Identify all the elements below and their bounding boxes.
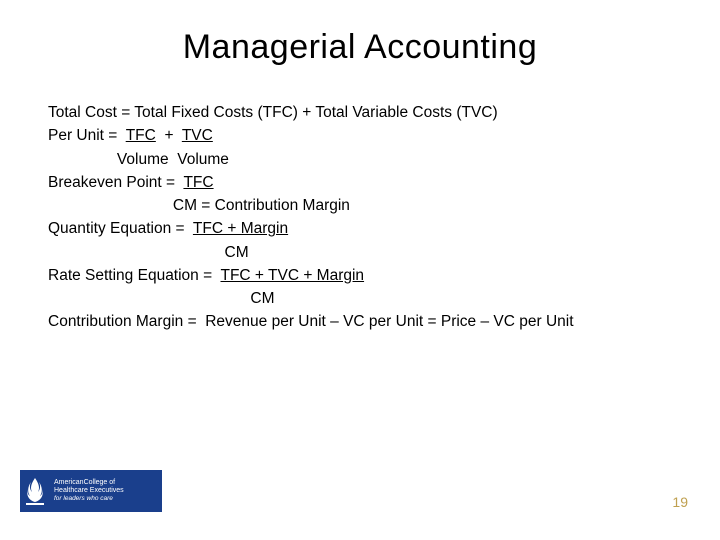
page-number: 19 [672,494,688,510]
logo-org-line2: Healthcare Executives [54,487,124,495]
slide-content: Total Cost = Total Fixed Costs (TFC) + T… [48,101,672,334]
line-breakeven: Breakeven Point = TFC [48,171,672,194]
logo-org-line1: AmericanCollege of [54,479,124,487]
slide: Managerial Accounting Total Cost = Total… [0,0,720,540]
line-contribution-margin: Contribution Margin = Revenue per Unit –… [48,310,672,333]
slide-title: Managerial Accounting [48,28,672,67]
line-rate-setting: Rate Setting Equation = TFC + TVC + Marg… [48,264,672,287]
line-rate-cm: CM [48,287,672,310]
line-cm-def: CM = Contribution Margin [48,194,672,217]
logo-text: AmericanCollege of Healthcare Executives… [50,479,124,504]
line-volume: Volume Volume [48,148,672,171]
line-quantity-eq: Quantity Equation = TFC + Margin [48,217,672,240]
line-total-cost: Total Cost = Total Fixed Costs (TFC) + T… [48,101,672,124]
logo-tagline: for leaders who care [54,495,124,503]
flame-icon [20,470,50,512]
line-per-unit: Per Unit = TFC + TVC [48,124,672,147]
line-quantity-cm: CM [48,241,672,264]
footer-logo: AmericanCollege of Healthcare Executives… [20,470,162,512]
